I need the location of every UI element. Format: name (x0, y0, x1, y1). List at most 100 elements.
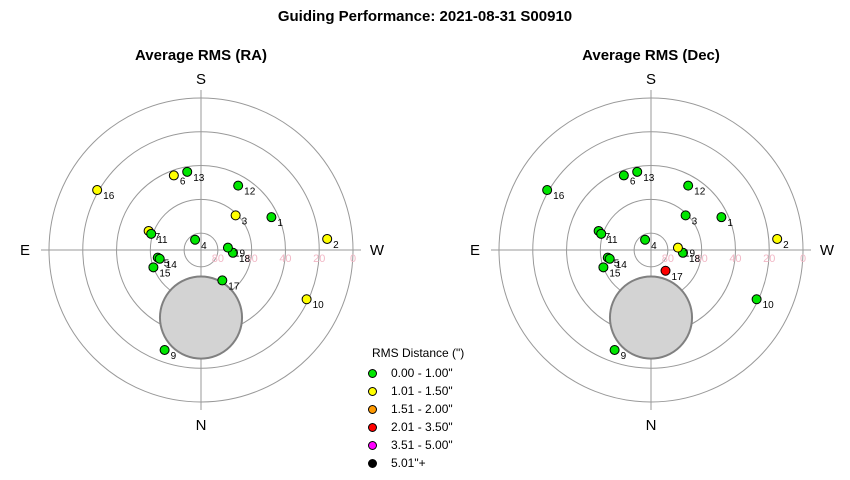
radial-tick-label: 60 (696, 253, 708, 265)
legend-label: 0.00 - 1.00" (391, 366, 453, 380)
legend-item: 2.01 - 3.50" (358, 418, 464, 436)
data-point-label: 2 (783, 240, 789, 251)
legend-title: RMS Distance (") (372, 346, 465, 360)
legend-item: 1.01 - 1.50" (358, 382, 464, 400)
data-point-label: 4 (201, 241, 207, 252)
chart-title: Average RMS (Dec) (582, 47, 720, 64)
data-point-label: 14 (616, 260, 628, 271)
data-point-label: 16 (103, 191, 115, 202)
data-point-label: 16 (553, 191, 565, 202)
data-point-label: 11 (607, 235, 618, 246)
radial-tick-label: 40 (279, 253, 291, 265)
legend-item: 5.01"+ (358, 454, 464, 472)
data-point-label: 1 (277, 218, 283, 229)
data-point-label: 9 (621, 351, 627, 362)
data-point (680, 210, 691, 221)
data-point-label: 19 (234, 249, 246, 260)
data-point-label: 6 (630, 176, 636, 187)
data-point-label: 5 (164, 259, 170, 270)
legend: RMS Distance (") 0.00 - 1.00" 1.01 - 1.5… (358, 346, 464, 472)
data-point-label: 3 (692, 216, 698, 227)
data-point (772, 233, 783, 244)
data-point (640, 234, 651, 245)
data-point (148, 262, 159, 273)
radial-tick-label: 80 (662, 253, 674, 265)
legend-swatch (368, 440, 377, 450)
direction-label-south: S (646, 71, 656, 88)
data-point-label: 18 (689, 254, 701, 265)
data-point-label: 1 (727, 218, 733, 229)
direction-label-east: E (20, 242, 30, 259)
radial-tick-label: 0 (350, 253, 356, 265)
data-point-label: 17 (228, 281, 240, 292)
data-point-label: 17 (672, 272, 684, 283)
radial-tick-label: 20 (313, 253, 325, 265)
data-point (596, 228, 607, 239)
obstruction-disc (608, 275, 694, 360)
obstruction-disc (158, 275, 244, 360)
data-point (322, 233, 333, 244)
data-point (301, 294, 312, 305)
data-point-label: 6 (180, 176, 186, 187)
data-point-label: 15 (159, 268, 171, 279)
legend-item: 3.51 - 5.00" (358, 436, 464, 454)
data-point (154, 253, 165, 264)
legend-label: 2.01 - 3.50" (391, 420, 453, 434)
legend-label: 5.01"+ (391, 456, 426, 470)
data-point (168, 170, 179, 181)
direction-label-west: W (370, 242, 385, 259)
data-point (609, 344, 620, 355)
data-point-label: 7 (155, 232, 161, 243)
data-point-label: 2 (333, 240, 339, 251)
data-point-label: 4 (651, 241, 657, 252)
data-point-label: 13 (643, 173, 655, 184)
data-point-label: 19 (684, 249, 696, 260)
data-point (190, 234, 201, 245)
data-point (604, 253, 615, 264)
direction-label-west: W (820, 242, 835, 259)
legend-swatch (368, 404, 377, 414)
data-point-label: 13 (193, 173, 205, 184)
data-point (182, 166, 193, 177)
legend-item: 1.51 - 2.00" (358, 400, 464, 418)
data-point-label: 5 (614, 259, 620, 270)
data-point (542, 185, 553, 196)
data-point (716, 212, 727, 223)
data-point (222, 242, 233, 253)
radial-tick-label: 20 (763, 253, 775, 265)
data-point (233, 180, 244, 191)
legend-label: 1.01 - 1.50" (391, 384, 453, 398)
direction-label-south: S (196, 71, 206, 88)
data-point (632, 166, 643, 177)
legend-swatch (368, 386, 377, 396)
chart-title: Average RMS (RA) (135, 47, 267, 64)
data-point (92, 185, 103, 196)
data-point-label: 9 (171, 351, 177, 362)
direction-label-east: E (470, 242, 480, 259)
data-point (751, 294, 762, 305)
legend-swatch (368, 458, 377, 468)
data-point (266, 212, 277, 223)
data-point-label: 18 (239, 254, 251, 265)
data-point (618, 170, 629, 181)
direction-label-north: N (646, 417, 657, 434)
data-point (146, 228, 157, 239)
data-point-label: 3 (242, 216, 248, 227)
legend-label: 3.51 - 5.00" (391, 438, 453, 452)
data-point (660, 265, 671, 276)
radial-tick-label: 40 (729, 253, 741, 265)
data-point (217, 275, 228, 286)
data-point (672, 242, 683, 253)
data-point-label: 12 (244, 187, 256, 198)
legend-item: 0.00 - 1.00" (358, 364, 464, 382)
radial-tick-label: 80 (212, 253, 224, 265)
page-title: Guiding Performance: 2021-08-31 S00910 (277, 8, 573, 25)
data-point-label: 14 (166, 260, 178, 271)
legend-swatch (368, 368, 377, 378)
data-point (683, 180, 694, 191)
data-point-label: 10 (763, 300, 775, 311)
data-point (230, 210, 241, 221)
data-point-label: 12 (694, 187, 706, 198)
